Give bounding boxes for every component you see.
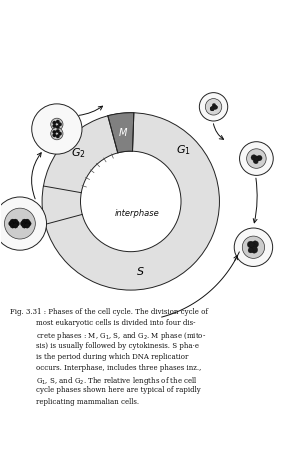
Circle shape (240, 142, 273, 175)
Circle shape (56, 125, 60, 129)
Circle shape (53, 121, 56, 124)
Text: crete phases : M, G$_1$, S, and G$_2$. M phase (mito-: crete phases : M, G$_1$, S, and G$_2$. M… (36, 330, 206, 342)
Circle shape (255, 157, 258, 161)
Circle shape (53, 124, 56, 128)
Circle shape (53, 134, 56, 137)
Circle shape (214, 106, 217, 109)
Text: replicating mammalian cells.: replicating mammalian cells. (36, 397, 139, 406)
Circle shape (257, 155, 262, 161)
Circle shape (4, 208, 35, 239)
Circle shape (251, 244, 257, 250)
Circle shape (25, 223, 30, 228)
Circle shape (214, 105, 217, 109)
Circle shape (248, 247, 253, 253)
Circle shape (250, 245, 255, 250)
Circle shape (234, 228, 273, 267)
Circle shape (22, 219, 27, 224)
Circle shape (247, 149, 266, 168)
Circle shape (51, 128, 63, 140)
Circle shape (0, 197, 47, 250)
Circle shape (10, 223, 15, 228)
Text: most eukaryotic cells is divided into four dis-: most eukaryotic cells is divided into fo… (36, 319, 196, 327)
Circle shape (205, 99, 222, 115)
Circle shape (58, 132, 62, 135)
Text: interphase: interphase (114, 209, 159, 218)
Circle shape (25, 219, 30, 224)
Circle shape (251, 242, 256, 248)
Circle shape (56, 129, 60, 133)
Circle shape (56, 120, 60, 123)
Text: cycle phases shown here are typical of rapidly: cycle phases shown here are typical of r… (36, 386, 201, 394)
Text: is the period during which DNA replicatior: is the period during which DNA replicati… (36, 353, 189, 361)
Circle shape (14, 221, 19, 226)
Text: G$_1$, S, and G$_2$. The relative lengths of the cell: G$_1$, S, and G$_2$. The relative length… (36, 375, 198, 387)
Text: $S$: $S$ (135, 265, 144, 277)
Circle shape (212, 105, 215, 108)
Circle shape (56, 134, 60, 138)
Circle shape (251, 155, 257, 160)
Circle shape (252, 241, 259, 247)
Circle shape (249, 243, 255, 249)
Circle shape (251, 246, 258, 253)
Text: $M$: $M$ (118, 126, 128, 138)
Circle shape (53, 130, 56, 134)
Circle shape (20, 221, 26, 226)
Circle shape (254, 159, 258, 164)
Circle shape (242, 236, 265, 258)
Circle shape (51, 118, 63, 130)
Circle shape (254, 156, 259, 162)
Circle shape (26, 221, 31, 226)
Circle shape (13, 219, 18, 224)
Circle shape (210, 106, 214, 111)
Circle shape (199, 93, 228, 121)
Text: $G_2$: $G_2$ (71, 146, 86, 160)
Circle shape (247, 241, 254, 248)
Circle shape (212, 103, 216, 107)
Circle shape (250, 245, 256, 251)
Circle shape (9, 221, 14, 226)
Circle shape (22, 223, 27, 228)
Wedge shape (108, 113, 134, 153)
Circle shape (210, 106, 214, 111)
Text: Fig. 3.31 : Phases of the cell cycle. The division cycle of: Fig. 3.31 : Phases of the cell cycle. Th… (10, 308, 208, 316)
Circle shape (10, 219, 15, 224)
Circle shape (32, 104, 82, 154)
Text: $G_1$: $G_1$ (176, 144, 191, 157)
Text: occurs. Interphase, includes three phases inz.,: occurs. Interphase, includes three phase… (36, 364, 202, 372)
Text: sis) is usually followed by cytokinesis. S pha·e: sis) is usually followed by cytokinesis.… (36, 341, 199, 350)
Circle shape (213, 106, 216, 109)
Circle shape (249, 242, 254, 247)
Wedge shape (42, 113, 219, 290)
Circle shape (254, 158, 258, 162)
Circle shape (256, 156, 260, 161)
Circle shape (58, 123, 62, 126)
Circle shape (13, 223, 18, 228)
Circle shape (253, 159, 257, 163)
